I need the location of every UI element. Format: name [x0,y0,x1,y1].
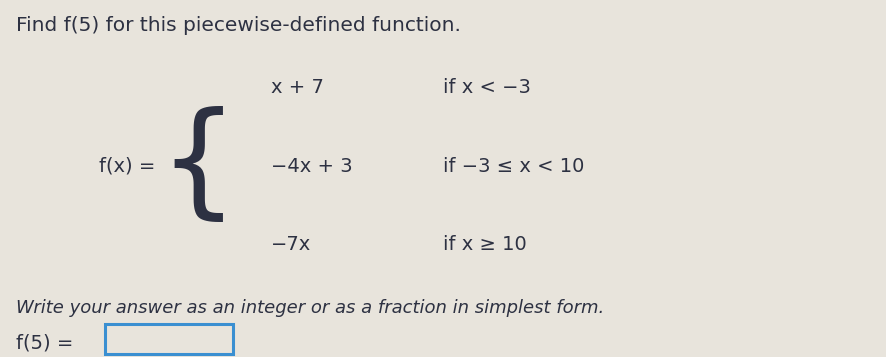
Text: −7x: −7x [270,235,310,254]
Text: if x ≥ 10: if x ≥ 10 [443,235,526,254]
Text: −4x + 3: −4x + 3 [270,156,352,176]
Text: if −3 ≤ x < 10: if −3 ≤ x < 10 [443,156,584,176]
Text: Find f(5) for this piecewise-defined function.: Find f(5) for this piecewise-defined fun… [16,16,461,35]
Text: x + 7: x + 7 [270,78,323,97]
Text: {: { [158,106,237,226]
Text: Write your answer as an integer or as a fraction in simplest form.: Write your answer as an integer or as a … [16,299,603,317]
Text: f(5) =: f(5) = [16,334,74,353]
FancyBboxPatch shape [105,324,233,354]
Text: if x < −3: if x < −3 [443,78,531,97]
Text: f(x) =: f(x) = [98,156,155,176]
